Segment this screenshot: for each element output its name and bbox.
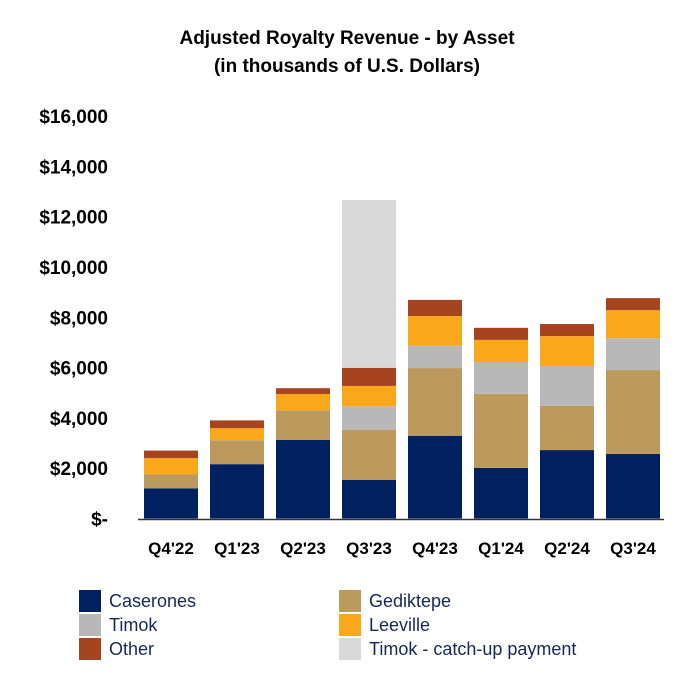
legend-swatch (79, 590, 101, 612)
bar-segment-gediktepe (210, 440, 264, 465)
x-tick-label: Q4'23 (412, 539, 458, 558)
bar-segment-other (144, 450, 198, 459)
bar-segment-leeville (408, 315, 462, 346)
bar-segment-gediktepe (606, 370, 660, 454)
bar-segment-other (342, 367, 396, 386)
bar-segment-other (474, 327, 528, 340)
bar-segment-timok (474, 362, 528, 394)
bar-segment-timok (408, 345, 462, 369)
bar-segment-gediktepe (276, 410, 330, 441)
bar-segment-leeville (606, 310, 660, 339)
x-tick-label: Q1'23 (214, 539, 260, 558)
bar-segment-timok (342, 406, 396, 430)
x-tick-label: Q2'24 (544, 539, 590, 558)
legend-swatch (339, 614, 361, 636)
legend-item: Timok (79, 614, 157, 636)
bar-segment-leeville (144, 458, 198, 475)
y-tick-label: $4,000 (50, 409, 108, 430)
legend-item: Other (79, 638, 154, 660)
legend-label: Gediktepe (369, 590, 452, 611)
y-tick-label: $16,000 (39, 107, 108, 128)
bar-segment-leeville (276, 393, 330, 411)
legend-item: Gediktepe (339, 590, 451, 612)
y-tick-label: $14,000 (39, 157, 108, 178)
y-tick-label: $2,000 (50, 459, 108, 480)
bar-segment-timok (606, 338, 660, 371)
bar-segment-other (540, 324, 594, 337)
y-tick-label: $8,000 (50, 308, 108, 329)
legend-item: Timok - catch-up payment (339, 638, 576, 660)
bar-segment-caserones (210, 464, 264, 519)
legend-label: Leeville (369, 614, 431, 635)
chart-title: Adjusted Royalty Revenue - by Asset (179, 28, 515, 49)
bar-segment-gediktepe (408, 368, 462, 436)
legend-label: Timok (109, 614, 158, 635)
bar-segment-other (276, 388, 330, 394)
bar-segment-gediktepe (342, 429, 396, 481)
bar-segment-caserones (408, 435, 462, 519)
legend-swatch (339, 638, 361, 660)
bar-segment-leeville (210, 428, 264, 441)
x-tick-label: Q1'24 (478, 539, 524, 558)
x-tick-label: Q3'23 (346, 539, 392, 558)
bar-segment-gediktepe (474, 393, 528, 468)
bar-segment-gediktepe (540, 405, 594, 451)
bar-segment-leeville (342, 385, 396, 407)
bar-segment-caserones (474, 467, 528, 519)
legend-label: Other (109, 638, 155, 659)
chart-subtitle: (in thousands of U.S. Dollars) (213, 56, 480, 77)
bar-segment-timok (540, 366, 594, 406)
y-tick-label: $- (91, 510, 108, 531)
legend-item: Caserones (79, 590, 196, 612)
bar-segment-other (210, 420, 264, 429)
y-tick-label: $6,000 (50, 359, 108, 380)
legend-label: Caserones (109, 590, 197, 611)
bar-segment-caserones (540, 450, 594, 519)
y-tick-label: $10,000 (39, 258, 108, 279)
bar-segment-leeville (540, 336, 594, 367)
bar-segment-leeville (474, 339, 528, 363)
x-tick-label: Q4'22 (148, 539, 194, 558)
bar-segment-caserones (144, 488, 198, 519)
bar-segment-timok-catch-up-payment (342, 200, 396, 368)
bar-segment-other (408, 299, 462, 316)
bar-segment-caserones (276, 440, 330, 519)
x-tick-label: Q2'23 (280, 539, 326, 558)
legend-swatch (79, 614, 101, 636)
x-tick-label: Q3'24 (610, 539, 656, 558)
legend-item: Leeville (339, 614, 430, 636)
legend-swatch (339, 590, 361, 612)
bar-segment-gediktepe (144, 474, 198, 489)
legend-label: Timok - catch-up payment (369, 638, 577, 659)
bar-segment-caserones (342, 480, 396, 519)
bar-segment-other (606, 298, 660, 311)
bar-segment-caserones (606, 453, 660, 519)
y-tick-label: $12,000 (39, 208, 108, 229)
legend-swatch (79, 638, 101, 660)
